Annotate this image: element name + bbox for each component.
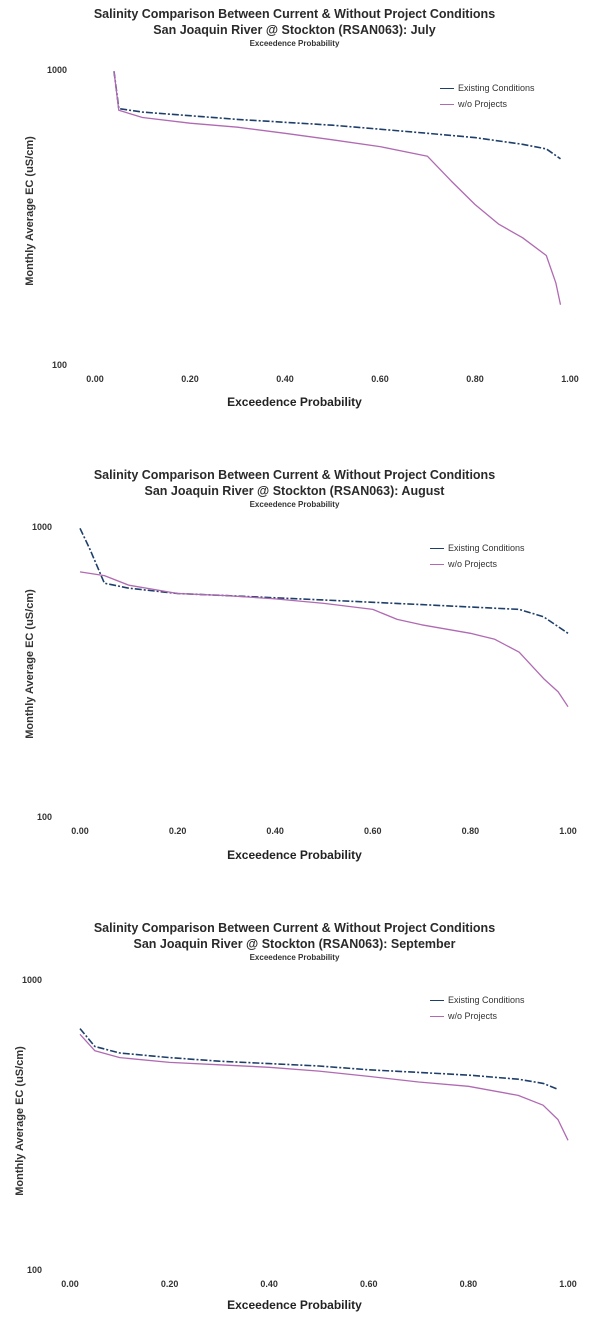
- x-axis-label: Exceedence Probability: [227, 395, 362, 409]
- y-tick-label: 100: [37, 812, 52, 822]
- legend-label: w/o Projects: [448, 559, 498, 569]
- legend-item-existing: Existing Conditions: [430, 992, 525, 1008]
- x-tick-label: 0.20: [169, 826, 187, 836]
- series-line-existing: [79, 527, 569, 634]
- y-tick-label: 1000: [22, 975, 42, 985]
- chart-title: Salinity Comparison Between Current & Wi…: [93, 7, 496, 21]
- y-tick-label: 100: [52, 360, 67, 370]
- legend: Existing Conditions w/o Projects: [440, 80, 535, 112]
- x-tick-label: 0.60: [360, 1279, 378, 1289]
- x-tick-label: 0.40: [276, 374, 294, 384]
- x-tick-label: 0.60: [364, 826, 382, 836]
- x-tick-label: 0.60: [371, 374, 389, 384]
- legend-label: Existing Conditions: [448, 995, 525, 1005]
- series-line-without-projects: [113, 71, 562, 305]
- legend-swatch: [430, 547, 444, 549]
- legend: Existing Conditions w/o Projects: [430, 540, 525, 572]
- chart-subtitle: Exceedence Probability: [249, 953, 340, 962]
- plot-area: 0.00 0.20 0.40 0.60 0.80 1.00 100 1000: [47, 65, 579, 384]
- legend-swatch: [430, 999, 444, 1001]
- legend-swatch: [430, 1015, 444, 1017]
- chart-title-location: San Joaquin River @ Stockton (RSAN063): …: [153, 23, 436, 37]
- x-axis-label: Exceedence Probability: [227, 1298, 362, 1312]
- x-tick-label: 0.00: [61, 1279, 79, 1289]
- plot-area: 0.00 0.20 0.40 0.60 0.80 1.00 100 1000: [22, 975, 577, 1289]
- legend-swatch: [440, 103, 454, 105]
- chart-august: Salinity Comparison Between Current & Wi…: [0, 445, 589, 885]
- plot-area: 0.00 0.20 0.40 0.60 0.80 1.00 100 1000: [32, 522, 577, 836]
- chart-july: Salinity Comparison Between Current & Wi…: [0, 0, 589, 430]
- legend-label: w/o Projects: [448, 1011, 498, 1021]
- x-tick-label: 1.00: [559, 826, 577, 836]
- legend-item-without: w/o Projects: [430, 556, 525, 572]
- legend-item-without: w/o Projects: [430, 1008, 525, 1024]
- chart-title-location: San Joaquin River @ Stockton (RSAN063): …: [133, 937, 456, 951]
- x-tick-label: 0.40: [266, 826, 284, 836]
- legend-swatch: [440, 87, 454, 89]
- x-tick-label: 0.20: [181, 374, 199, 384]
- legend-label: Existing Conditions: [458, 83, 535, 93]
- legend-label: w/o Projects: [458, 99, 508, 109]
- series-line-without-projects: [79, 571, 569, 708]
- chart-title: Salinity Comparison Between Current & Wi…: [93, 468, 496, 482]
- x-tick-label: 1.00: [559, 1279, 577, 1289]
- chart-title: Salinity Comparison Between Current & Wi…: [93, 921, 496, 935]
- x-tick-label: 0.40: [260, 1279, 278, 1289]
- series-line-existing: [113, 71, 561, 160]
- chart-subtitle: Exceedence Probability: [249, 500, 340, 509]
- series-line-without-projects: [79, 1033, 569, 1141]
- x-tick-label: 0.20: [161, 1279, 179, 1289]
- chart-september: Salinity Comparison Between Current & Wi…: [0, 900, 589, 1325]
- x-tick-label: 0.80: [460, 1279, 478, 1289]
- x-tick-label: 0.00: [71, 826, 89, 836]
- y-tick-label: 1000: [47, 65, 67, 75]
- x-tick-label: 0.80: [462, 826, 480, 836]
- legend-item-existing: Existing Conditions: [440, 80, 535, 96]
- legend-label: Existing Conditions: [448, 543, 525, 553]
- series-line-existing: [79, 1028, 559, 1091]
- legend: Existing Conditions w/o Projects: [430, 992, 525, 1024]
- legend-item-existing: Existing Conditions: [430, 540, 525, 556]
- x-axis-label: Exceedence Probability: [227, 848, 362, 862]
- y-tick-label: 100: [27, 1265, 42, 1275]
- y-tick-label: 1000: [32, 522, 52, 532]
- x-tick-label: 1.00: [561, 374, 579, 384]
- chart-title-location: San Joaquin River @ Stockton (RSAN063): …: [144, 484, 445, 498]
- legend-swatch: [430, 563, 444, 565]
- x-tick-label: 0.80: [466, 374, 484, 384]
- legend-item-without: w/o Projects: [440, 96, 535, 112]
- chart-subtitle: Exceedence Probability: [249, 39, 340, 48]
- x-tick-label: 0.00: [86, 374, 104, 384]
